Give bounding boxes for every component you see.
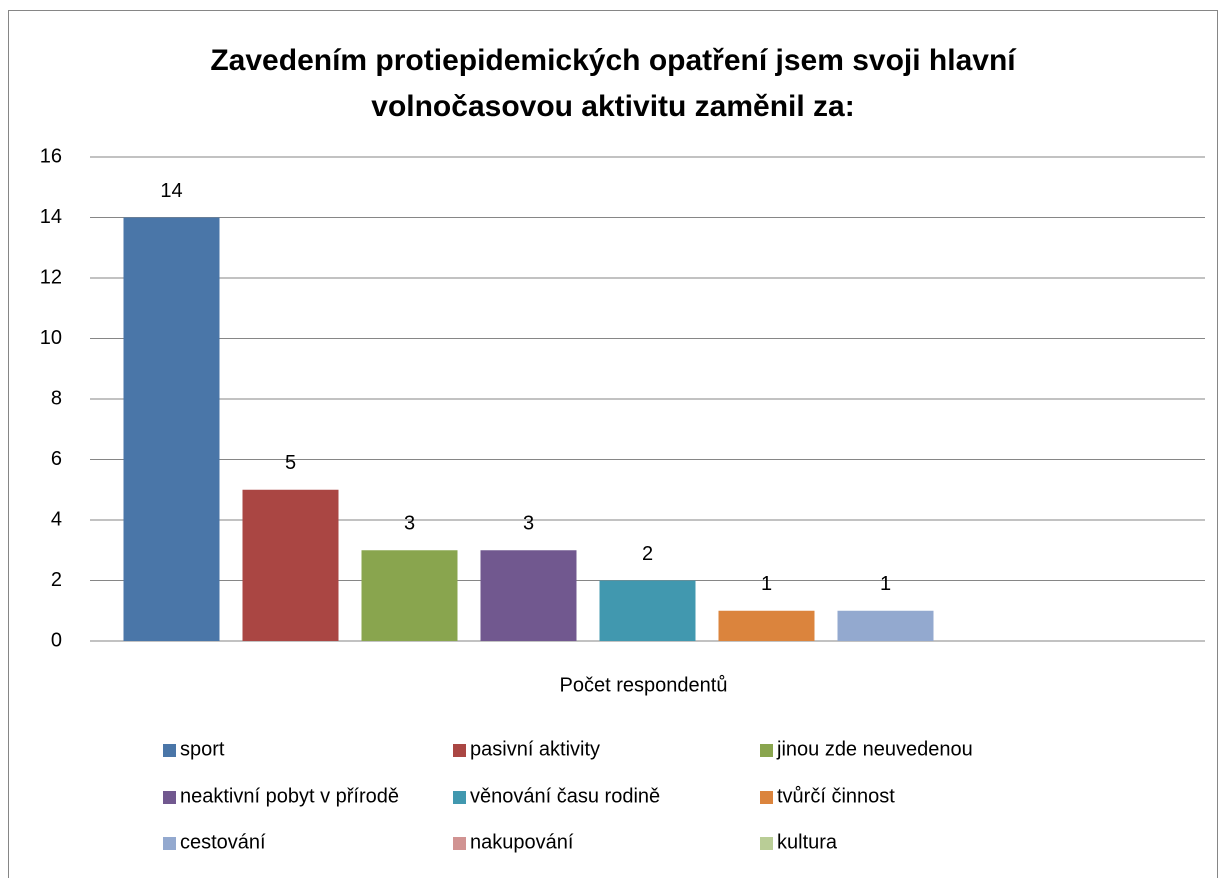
data-label: 14 [160, 180, 182, 202]
legend-label: věnování času rodině [470, 785, 660, 807]
data-label: 3 [523, 513, 534, 535]
legend-swatch [163, 744, 176, 757]
data-label: 2 [642, 543, 653, 565]
legend-swatch [453, 791, 466, 804]
legend-label: kultura [777, 831, 838, 853]
data-label: 1 [761, 573, 772, 595]
data-label: 1 [880, 573, 891, 595]
y-tick-label: 10 [40, 327, 62, 349]
chart-title: Zavedením protiepidemických opatření jse… [210, 44, 1017, 77]
bar [599, 580, 696, 641]
y-tick-label: 6 [51, 448, 62, 470]
legend-label: tvůrčí činnost [777, 785, 895, 807]
legend-swatch [453, 837, 466, 850]
y-tick-label: 14 [40, 206, 62, 228]
y-tick-label: 12 [40, 266, 62, 288]
y-tick-label: 8 [51, 387, 62, 409]
legend-swatch [163, 791, 176, 804]
bar [242, 489, 339, 641]
legend-swatch [760, 744, 773, 757]
legend-label: neaktivní pobyt v přírodě [180, 785, 399, 807]
legend-label: sport [180, 738, 225, 760]
chart-title: volnočasovou aktivitu zaměnil za: [371, 90, 854, 123]
y-tick-label: 4 [51, 508, 62, 530]
legend-swatch [760, 837, 773, 850]
bar [123, 217, 220, 641]
bar [837, 610, 934, 641]
legend-swatch [163, 837, 176, 850]
legend-swatch [453, 744, 466, 757]
data-label: 5 [285, 452, 296, 474]
bar [480, 550, 577, 641]
bar [718, 610, 815, 641]
y-tick-label: 2 [51, 569, 62, 591]
y-tick-label: 0 [51, 629, 62, 651]
legend-label: pasivní aktivity [470, 738, 600, 760]
bar [361, 550, 458, 641]
legend-label: nakupování [470, 831, 574, 853]
legend-swatch [760, 791, 773, 804]
legend-label: jinou zde neuvedenou [776, 738, 973, 760]
data-label: 3 [404, 513, 415, 535]
legend-label: cestování [180, 831, 266, 853]
x-axis-label: Počet respondentů [560, 674, 728, 696]
y-tick-label: 16 [40, 145, 62, 167]
